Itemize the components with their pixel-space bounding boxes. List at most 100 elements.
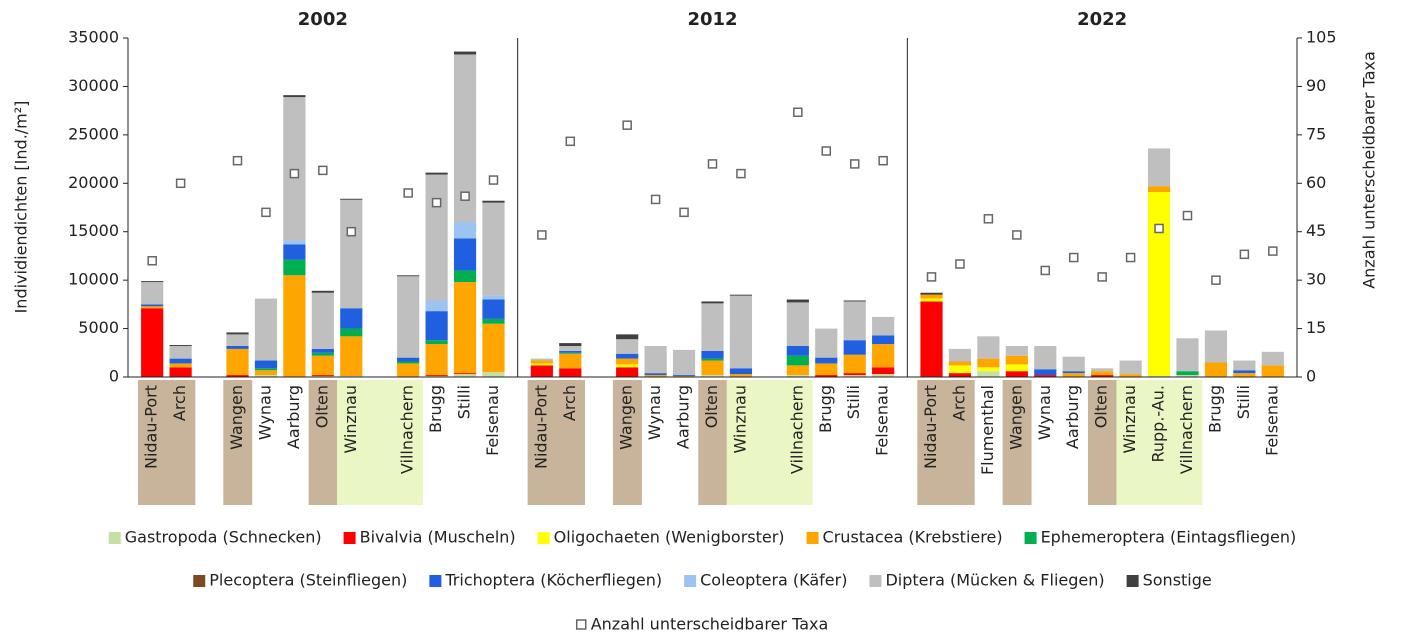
legend-label: Sonstige [1143,571,1212,590]
bar-segment [729,295,753,369]
bar-segment [559,352,582,354]
legend-label: Anzahl unterscheidbarer Taxa [591,615,829,634]
bar-segment [729,368,753,375]
bar-segment [397,276,420,358]
bar-segment [616,353,639,359]
bar-segment [226,346,249,349]
category-band [527,380,557,505]
category-band [393,380,423,505]
taxa-marker [403,188,413,198]
taxa-marker [537,230,547,240]
x-tick-label: Villnachern [1177,385,1196,474]
bar-segment [425,300,448,312]
x-tick-label: Arch [949,385,968,421]
x-tick-label: Brugg [816,385,835,433]
bar-segment [226,348,249,376]
x-tick-label: Rupp.-Au. [1149,385,1168,463]
bar-segment [977,358,1000,368]
taxa-marker [821,146,832,156]
taxa-marker [1182,210,1193,221]
bar-segment [786,365,809,376]
bar-segment [141,306,164,309]
legend-swatch [193,575,206,587]
y-tick-label: 0 [109,367,119,386]
bar-segment [1034,375,1057,377]
taxa-marker [232,155,243,166]
y-tick-label: 25000 [68,124,119,143]
y-tick-label: 15000 [68,221,119,240]
taxa-marker [1125,252,1136,263]
bar-segment [340,336,363,377]
bar-segment [425,174,448,301]
bar-segment [141,308,164,377]
y-tick-label: 20000 [68,173,119,192]
bar-segment [311,375,334,377]
bar-segment [1005,346,1028,356]
bar-segment [920,294,943,299]
taxa-marker [983,214,994,224]
x-tick-label: Brugg [1205,385,1224,433]
legend-label: Plecoptera (Steinfliegen) [209,571,407,590]
y2-tick-label: 75 [1306,124,1326,143]
bar-segment [616,367,639,377]
category-band [1087,380,1117,505]
legend-label: Trichoptera (Köcherfliegen) [444,571,662,590]
bar-segment [482,323,505,373]
bar-segment [254,370,278,376]
taxa-marker [488,175,499,185]
bar-segment [701,358,724,361]
bar-segment [872,367,895,375]
legend-swatch [429,575,442,587]
y2-tick-label: 90 [1306,76,1326,95]
bar-segment [340,308,363,329]
y-tick-label: 10000 [68,270,119,289]
bar-segment [283,240,306,245]
y2-tick-label: 0 [1306,367,1316,386]
bar-segment [1233,360,1256,371]
category-band [1116,380,1146,505]
taxa-marker [431,197,442,208]
taxa-marker [1154,223,1164,234]
x-tick-label: Nidau-Port [531,385,550,469]
bar-segment [453,270,477,283]
bar-segment [169,345,192,347]
taxa-marker [1068,252,1079,263]
bar-segment [226,332,249,335]
bar-segment [559,343,582,347]
bar-segment [815,357,838,364]
taxa-marker [1239,249,1250,260]
bar-segment [644,373,667,376]
legend-swatch [343,532,356,544]
bar-segment [425,172,448,175]
x-tick-label: Arch [560,385,579,421]
bar-segment [311,290,334,293]
x-tick-label: Winznau [1120,385,1139,454]
bar-segment [1062,356,1085,372]
taxa-marker [565,136,576,147]
bar-segment [786,375,809,377]
bar-segment [559,368,582,377]
x-tick-label: Felsenau [1262,385,1281,456]
category-band [917,380,947,505]
bar-segment [482,299,505,319]
bar-segment [453,238,477,271]
bar-segment [482,200,505,203]
x-tick-label: Wynau [645,385,664,440]
bar-segment [1091,375,1114,377]
taxa-marker [622,120,632,130]
bar-segment [815,363,838,376]
bar-segment [872,316,895,336]
bar-segment [1091,368,1114,372]
x-tick-label: Wangen [227,385,246,450]
bar-segment [453,222,477,239]
bar-segment [1176,338,1199,372]
x-tick-label: Olten [312,385,331,428]
panel-title: 2002 [298,9,348,30]
legend-swatch [684,575,697,587]
bar-segment [1204,330,1228,363]
bar-segment [977,367,1000,372]
bar-segment [169,363,192,368]
bar-segment [701,375,724,377]
bar-segment [672,349,696,376]
bar-segment [872,344,895,368]
